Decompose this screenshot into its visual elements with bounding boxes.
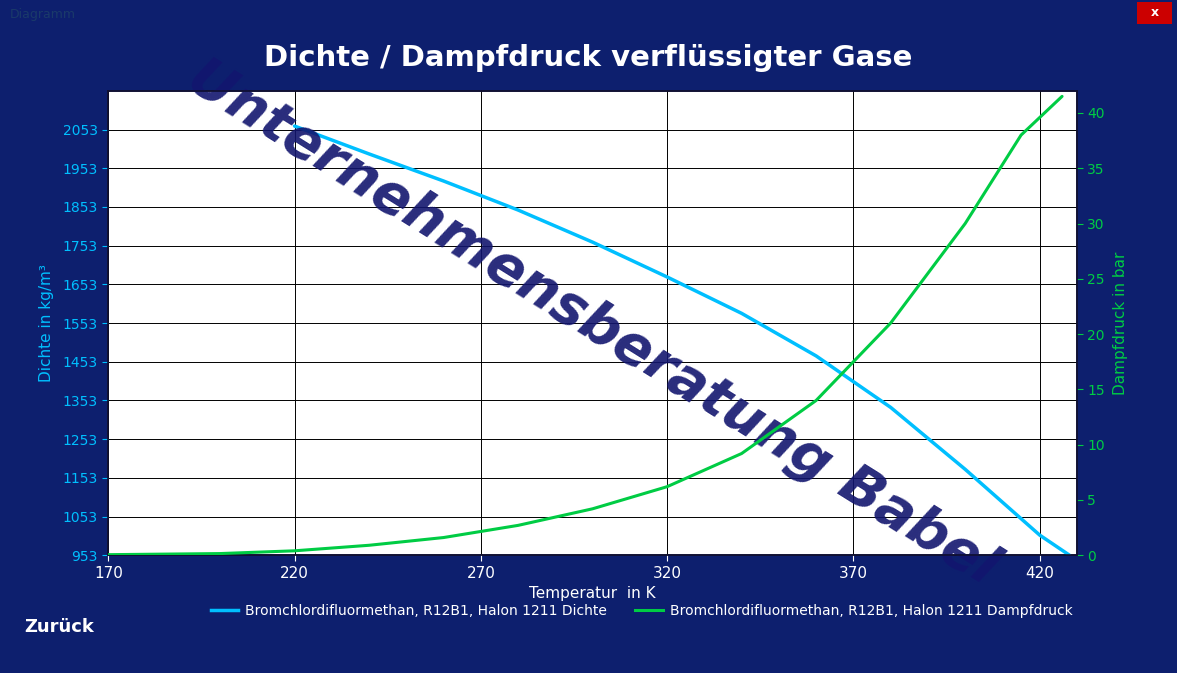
Text: Dichte / Dampfdruck verflüssigter Gase: Dichte / Dampfdruck verflüssigter Gase — [265, 44, 912, 72]
Y-axis label: Dichte in kg/m³: Dichte in kg/m³ — [39, 264, 54, 382]
FancyBboxPatch shape — [1137, 2, 1172, 24]
Text: Unternehmensberatung Babel: Unternehmensberatung Babel — [178, 50, 1008, 596]
Text: Diagramm: Diagramm — [9, 7, 75, 21]
Y-axis label: Dampfdruck in bar: Dampfdruck in bar — [1113, 251, 1129, 395]
Text: x: x — [1151, 6, 1158, 20]
X-axis label: Temperatur  in K: Temperatur in K — [530, 586, 656, 601]
Legend: Bromchlordifluormethan, R12B1, Halon 1211 Dichte, Bromchlordifluormethan, R12B1,: Bromchlordifluormethan, R12B1, Halon 121… — [205, 598, 1078, 623]
Text: Zurück: Zurück — [25, 618, 94, 636]
